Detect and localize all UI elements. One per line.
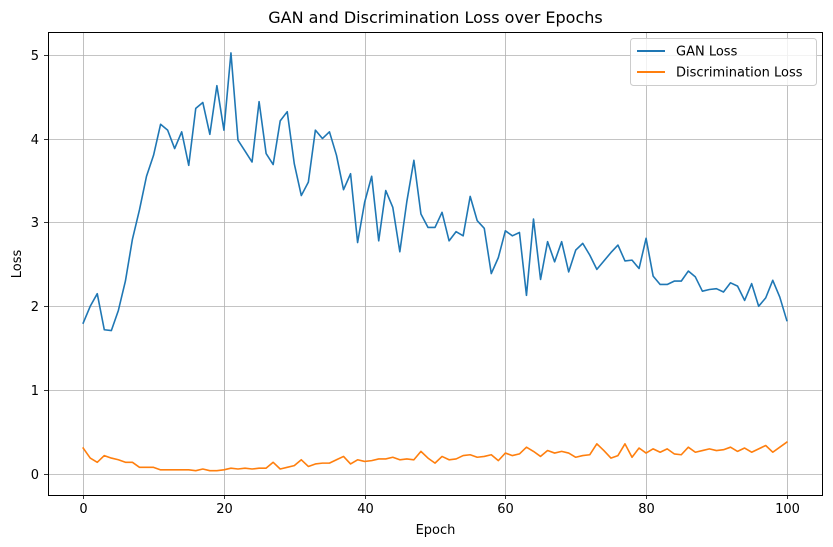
x-axis-label: Epoch [416, 523, 456, 538]
legend-label-discrimination-loss: Discrimination Loss [676, 66, 803, 81]
x-tick-label: 100 [775, 502, 800, 517]
y-tick-label: 4 [31, 133, 39, 148]
x-tick-label: 20 [216, 502, 233, 517]
series-line-gan-loss [82, 52, 788, 332]
series-layer [82, 52, 788, 472]
y-tick-label: 5 [31, 49, 39, 64]
x-tick-label: 0 [79, 502, 87, 517]
y-tick-label: 0 [31, 468, 39, 483]
plot-frame [48, 32, 823, 496]
y-tick-label: 1 [31, 384, 39, 399]
x-tick-label: 80 [638, 502, 655, 517]
legend: GAN Loss Discrimination Loss [630, 38, 817, 86]
legend-label-gan-loss: GAN Loss [676, 45, 738, 60]
x-tick-label: 40 [357, 502, 374, 517]
y-tick-label: 3 [31, 216, 39, 231]
legend-box [630, 38, 817, 86]
x-tick-label: 60 [497, 502, 514, 517]
grid-layer [48, 32, 822, 495]
series-line-discrimination-loss [82, 441, 788, 472]
y-tick-label: 2 [31, 300, 39, 315]
y-axis-label: Loss [10, 250, 25, 279]
chart-title: GAN and Discrimination Loss over Epochs [268, 8, 603, 27]
ticks-layer: 0 20 40 60 80 100 0 1 2 3 4 5 [31, 49, 800, 517]
